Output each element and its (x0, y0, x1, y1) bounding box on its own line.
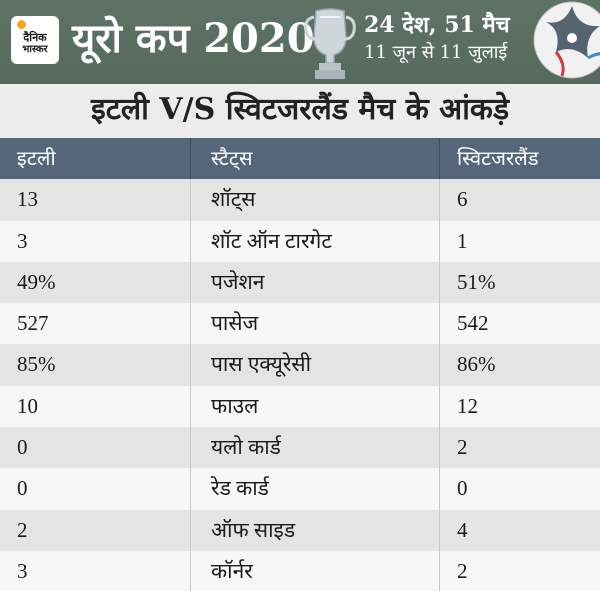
header-switzerland: स्विटजरलैंड (457, 146, 539, 170)
table-row: 527 पासेज 542 (0, 303, 600, 345)
tournament-teams-matches: 24 देश, 51 मैच (364, 12, 510, 38)
table-body: 13 शॉट्स 6 3 शॉट ऑन टारगेट 1 49% पजेशन 51% 527 पास… (0, 179, 600, 591)
italy-value: 3 (17, 558, 28, 583)
euro-trophy-icon (304, 8, 356, 79)
stat-name: पास एक्यूरेसी (190, 344, 440, 386)
switzerland-value: 86% (457, 352, 496, 377)
header-italy: इटली (17, 146, 56, 170)
stat-name: रेड कार्ड (190, 468, 440, 510)
stat-name: पजेशन (190, 261, 440, 304)
table-row: 85% पास एक्यूरेसी 86% (0, 344, 600, 386)
header-stats: स्टैट्स (190, 138, 440, 180)
stat-name: कॉर्नर (190, 550, 440, 591)
italy-value: 13 (17, 187, 38, 212)
stat-name: शॉट्स (190, 179, 440, 221)
logo-line1: दैनिक (23, 31, 47, 44)
table-row: 3 कॉर्नर 2 (0, 550, 600, 591)
switzerland-value: 51% (457, 269, 496, 294)
stat-name: पासेज (190, 303, 440, 345)
banner-title: यूरो कप 2020 (72, 15, 315, 62)
switzerland-value: 12 (457, 393, 478, 418)
table-header-row: इटली स्टैट्स स्विटजरलैंड (0, 138, 600, 180)
table-row: 3 शॉट ऑन टारगेट 1 (0, 220, 600, 262)
switzerland-value: 2 (457, 558, 468, 583)
switzerland-value: 4 (457, 517, 468, 542)
banner: दैनिक भास्कर यूरो कप 2020 24 देश, 51 मैच… (0, 0, 600, 84)
switzerland-value: 0 (457, 476, 468, 501)
italy-value: 527 (17, 311, 49, 336)
switzerland-value: 542 (457, 311, 489, 336)
table-row: 10 फाउल 12 (0, 385, 600, 428)
table-row: 13 शॉट्स 6 (0, 179, 600, 221)
stat-name: शॉट ऑन टारगेट (190, 220, 440, 262)
football-icon (533, 1, 600, 79)
italy-value: 10 (17, 393, 38, 418)
tournament-info: 24 देश, 51 मैच 11 जून से 11 जुलाई (364, 10, 510, 66)
italy-value: 0 (17, 435, 28, 460)
dainik-bhaskar-logo[interactable]: दैनिक भास्कर (11, 16, 59, 64)
table-row: 0 यलो कार्ड 2 (0, 427, 600, 469)
table-row: 2 ऑफ साइड 4 (0, 509, 600, 551)
stats-table: इटली स्टैट्स स्विटजरलैंड 13 शॉट्स 6 3 शॉट ऑन… (0, 138, 600, 591)
switzerland-value: 1 (457, 228, 468, 253)
stat-name: यलो कार्ड (190, 427, 440, 469)
italy-value: 2 (17, 517, 28, 542)
italy-value: 0 (17, 476, 28, 501)
italy-value: 49% (17, 269, 56, 294)
page-title: इटली V/S स्विटजरलैंड मैच के आंकड़े (0, 84, 600, 134)
logo-line2: भास्कर (22, 44, 48, 55)
switzerland-value: 6 (457, 187, 468, 212)
logo-sun-dot (17, 20, 26, 29)
stat-name: ऑफ साइड (190, 509, 440, 551)
stat-name: फाउल (190, 385, 440, 428)
switzerland-value: 2 (457, 435, 468, 460)
tournament-dates: 11 जून से 11 जुलाई (364, 42, 508, 63)
italy-value: 85% (17, 352, 56, 377)
table-row: 0 रेड कार्ड 0 (0, 468, 600, 510)
table-row: 49% पजेशन 51% (0, 261, 600, 304)
italy-value: 3 (17, 228, 28, 253)
